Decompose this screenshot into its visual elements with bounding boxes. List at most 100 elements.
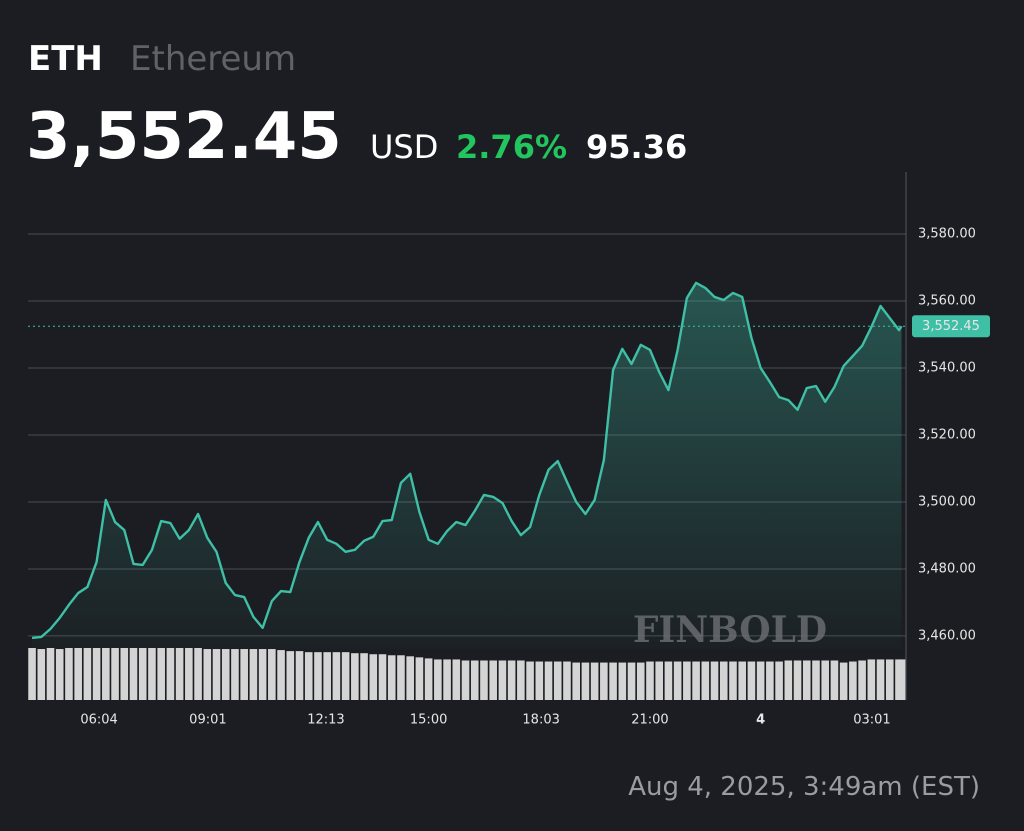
volume-bar bbox=[876, 659, 885, 700]
volume-bar bbox=[102, 648, 110, 700]
volume-bar bbox=[461, 660, 470, 700]
volume-bar bbox=[231, 649, 239, 700]
volume-bar bbox=[600, 662, 608, 700]
x-tick-label: 03:01 bbox=[853, 713, 890, 728]
volume-bar bbox=[194, 648, 202, 700]
volume-bar bbox=[148, 648, 156, 700]
y-tick-label: 3,540.00 bbox=[918, 360, 976, 375]
volume-bar bbox=[470, 660, 479, 700]
volume-bar bbox=[111, 648, 119, 700]
volume-bar bbox=[636, 662, 645, 700]
volume-bar bbox=[710, 661, 719, 700]
volume-bar bbox=[526, 661, 534, 700]
x-tick-label: 09:01 bbox=[189, 713, 226, 728]
volume-bar bbox=[221, 649, 230, 700]
volume-bar bbox=[55, 649, 64, 700]
volume-bar bbox=[360, 653, 368, 700]
volume-bar bbox=[701, 661, 710, 700]
volume-bar bbox=[37, 649, 46, 700]
volume-bar bbox=[120, 648, 129, 700]
volume-bar bbox=[268, 649, 276, 700]
volume-bar bbox=[839, 662, 848, 700]
volume-bar bbox=[553, 661, 562, 700]
volume-bar bbox=[793, 660, 802, 700]
volume-bar bbox=[766, 661, 774, 700]
volume-bar bbox=[830, 660, 839, 700]
volume-bar bbox=[332, 652, 341, 700]
volume-bar bbox=[563, 661, 571, 700]
volume-bar bbox=[203, 649, 212, 700]
symbol: ETH bbox=[28, 39, 103, 79]
volume-bar bbox=[858, 660, 866, 700]
y-tick-label: 3,580.00 bbox=[918, 226, 976, 241]
volume-bar bbox=[46, 648, 55, 700]
volume-bar bbox=[719, 661, 728, 700]
x-tick-label: 12:13 bbox=[307, 713, 344, 728]
volume-bar bbox=[286, 651, 295, 700]
price-line bbox=[31, 281, 903, 640]
volume-bar bbox=[434, 659, 442, 700]
volume-bar bbox=[323, 652, 331, 700]
volume-bar bbox=[802, 660, 811, 700]
volume-bar bbox=[489, 660, 497, 700]
volume-bar bbox=[507, 660, 516, 700]
volume-bar bbox=[157, 648, 165, 700]
volume-bar bbox=[646, 661, 654, 700]
current-price-label: 3,552.45 bbox=[922, 319, 980, 334]
current-price-tag bbox=[912, 315, 990, 338]
x-tick-label: 4 bbox=[756, 713, 765, 728]
volume-bar bbox=[738, 661, 747, 700]
y-tick-label: 3,460.00 bbox=[918, 628, 976, 643]
volume-bar bbox=[138, 648, 147, 700]
volume-bar bbox=[369, 654, 378, 700]
volume-bar bbox=[387, 655, 396, 700]
y-tick-label: 3,520.00 bbox=[918, 427, 976, 442]
volume-bar bbox=[590, 662, 599, 700]
x-tick-label: 18:03 bbox=[522, 713, 559, 728]
volume-bar bbox=[729, 661, 737, 700]
volume-bar bbox=[775, 661, 783, 700]
volume-bar bbox=[295, 651, 304, 700]
volume-bar bbox=[673, 661, 682, 700]
y-tick-label: 3,480.00 bbox=[918, 561, 976, 576]
volume-bar bbox=[812, 660, 820, 700]
volume-bar bbox=[378, 654, 387, 700]
volume-bar bbox=[240, 649, 248, 700]
volume-bar bbox=[821, 660, 830, 700]
volume-bar bbox=[885, 659, 894, 700]
volume-bar bbox=[572, 662, 580, 700]
volume-bar bbox=[692, 661, 700, 700]
volume-bar bbox=[756, 661, 765, 700]
volume-bar bbox=[185, 648, 193, 700]
volume-bar bbox=[867, 659, 876, 700]
x-tick-label: 15:00 bbox=[410, 713, 447, 728]
volume-bar bbox=[83, 648, 92, 700]
volume-bar bbox=[258, 649, 267, 700]
volume-bar bbox=[655, 661, 664, 700]
volume-bar bbox=[747, 661, 756, 700]
volume-bar bbox=[609, 662, 617, 700]
volume-bar bbox=[627, 662, 636, 700]
volume-bar bbox=[175, 648, 184, 700]
asset-name: Ethereum bbox=[130, 39, 296, 79]
volume-bar bbox=[452, 659, 461, 700]
price-area bbox=[32, 282, 902, 650]
volume-bar bbox=[28, 648, 36, 700]
volume-bar bbox=[664, 661, 673, 700]
volume-bar bbox=[351, 653, 359, 700]
volume-bar bbox=[304, 652, 313, 700]
volume-bar bbox=[897, 659, 906, 700]
volume-bar bbox=[618, 662, 627, 700]
x-tick-label: 21:00 bbox=[631, 713, 668, 728]
volume-bar bbox=[341, 652, 350, 700]
y-tick-label: 3,500.00 bbox=[918, 494, 976, 509]
volume-bar bbox=[65, 648, 73, 700]
volume-bar bbox=[849, 661, 857, 700]
y-tick-label: 3,560.00 bbox=[918, 293, 976, 308]
volume-bar bbox=[415, 657, 424, 700]
price: 3,552.45 bbox=[26, 100, 342, 174]
volume-bar bbox=[535, 661, 544, 700]
volume-bar bbox=[74, 648, 82, 700]
